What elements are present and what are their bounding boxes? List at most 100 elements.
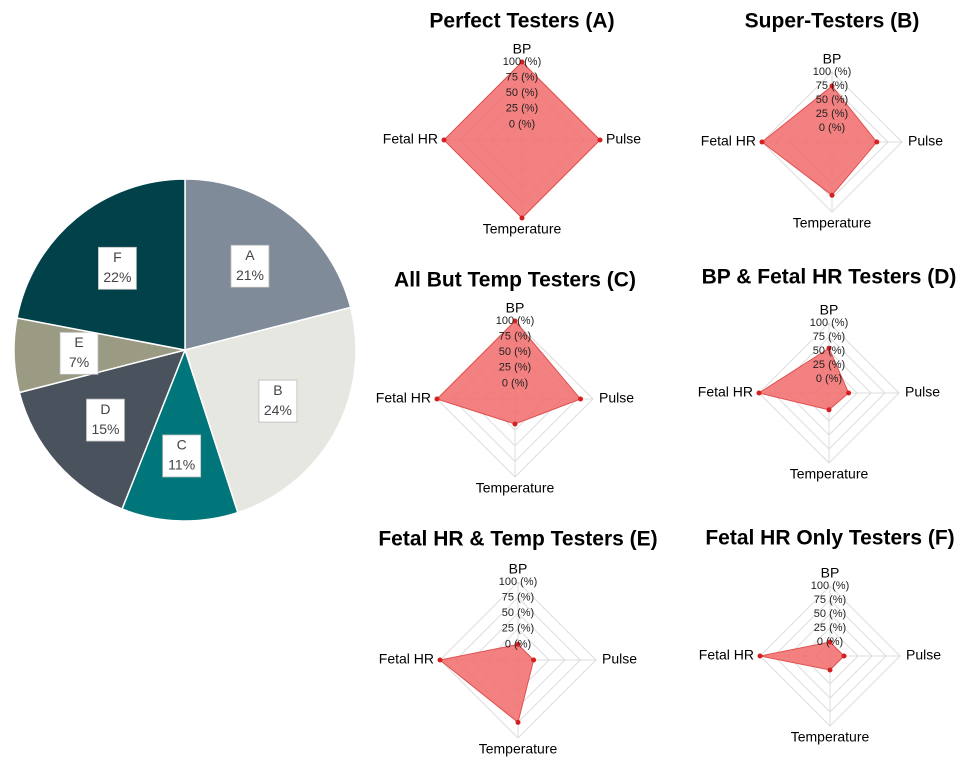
slice-category: C (177, 437, 187, 453)
radar-area (438, 643, 535, 724)
slice-category: D (100, 401, 110, 417)
chart-title: Fetal HR & Temp Testers (E) (378, 528, 657, 551)
tick-label: 100 (%) (503, 56, 542, 68)
tick-label: 0 (%) (502, 377, 528, 389)
axis-label: Pulse (606, 131, 641, 147)
tick-label: 75 (%) (502, 592, 534, 604)
tick-label: 25 (%) (499, 362, 531, 374)
axis-label: Temperature (476, 480, 555, 496)
tick-label: 0 (%) (817, 636, 843, 648)
radar-point (519, 215, 525, 221)
tick-label: 25 (%) (813, 359, 845, 371)
axis-label: Temperature (483, 221, 562, 237)
radar-point (826, 407, 832, 413)
slice-label: 22% (103, 269, 131, 285)
slice-label: 7% (69, 354, 89, 370)
tick-label: 100 (%) (813, 66, 852, 78)
radar-point (515, 719, 521, 725)
tick-label: 100 (%) (810, 317, 849, 329)
tick-label: 50 (%) (813, 345, 845, 357)
slice-category: A (245, 247, 255, 263)
tick-label: 50 (%) (814, 608, 846, 620)
radar-point (829, 83, 835, 89)
axis-label: BP (513, 41, 532, 57)
radar-point (827, 667, 833, 673)
axis-label: Fetal HR (701, 133, 756, 149)
axis-label: Fetal HR (699, 647, 754, 663)
slice-category: E (74, 334, 83, 350)
label-box (258, 379, 298, 423)
chart-title: Perfect Testers (A) (429, 10, 614, 33)
axis-label: BP (820, 302, 839, 318)
tick-label: 100 (%) (496, 315, 535, 327)
tick-label: 0 (%) (819, 122, 845, 134)
axis-label: Temperature (793, 215, 872, 231)
chart-title: Fetal HR Only Testers (F) (705, 527, 954, 550)
radar-point (829, 192, 835, 198)
chart-title: All But Temp Testers (C) (394, 269, 636, 292)
chart-title: BP & Fetal HR Testers (D) (702, 266, 957, 289)
radar-point (846, 390, 852, 396)
label-box (230, 244, 270, 288)
radar-point (512, 421, 518, 427)
axis-label: Pulse (905, 384, 940, 400)
radar-point (841, 653, 847, 659)
radar-point (827, 639, 833, 645)
tick-label: 25 (%) (506, 103, 538, 115)
radar-point (531, 657, 537, 663)
tick-label: 75 (%) (499, 331, 531, 343)
slice-label: 24% (264, 402, 292, 418)
tick-label: 0 (%) (505, 638, 531, 650)
label-box (162, 434, 202, 478)
tick-label: 25 (%) (816, 108, 848, 120)
tick-label: 75 (%) (814, 594, 846, 606)
axis-label: Temperature (791, 729, 870, 745)
axis-label: Fetal HR (376, 390, 431, 406)
axis-label: BP (823, 51, 842, 67)
tick-label: 75 (%) (816, 80, 848, 92)
tick-label: 25 (%) (502, 623, 534, 635)
axis-label: Fetal HR (383, 131, 438, 147)
slice-label: 11% (168, 457, 195, 473)
radar-point (874, 139, 880, 145)
tick-label: 50 (%) (502, 607, 534, 619)
radar-area (443, 61, 601, 219)
axis-label: Pulse (906, 647, 941, 663)
axis-label: Temperature (790, 466, 869, 482)
label-box (59, 331, 99, 375)
tick-label: 0 (%) (816, 373, 842, 385)
axis-label: Pulse (599, 390, 634, 406)
radar-point (441, 137, 447, 143)
axis-label: BP (509, 561, 528, 577)
radar-point (437, 657, 443, 663)
slice-category: F (113, 249, 122, 265)
radar-point (578, 396, 584, 402)
chart-title: Super-Testers (B) (745, 10, 920, 33)
tick-label: 50 (%) (506, 87, 538, 99)
radar-point (756, 390, 762, 396)
radar-point (515, 641, 521, 647)
axis-label: Fetal HR (698, 384, 753, 400)
slice-category: B (273, 382, 282, 398)
radar-point (434, 396, 440, 402)
radar-point (759, 139, 765, 145)
label-box (98, 246, 137, 290)
axis-label: BP (821, 565, 840, 581)
tick-label: 50 (%) (816, 94, 848, 106)
axis-label: Pulse (908, 133, 943, 149)
radar-point (597, 137, 603, 143)
axis-label: Pulse (602, 651, 637, 667)
radar-point (512, 318, 518, 324)
tick-label: 100 (%) (811, 580, 850, 592)
tick-label: 75 (%) (813, 331, 845, 343)
tick-label: 50 (%) (499, 346, 531, 358)
radar-point (519, 59, 525, 65)
radar-point (757, 653, 763, 659)
tick-label: 0 (%) (509, 118, 535, 130)
tick-label: 75 (%) (506, 72, 538, 84)
axis-label: Fetal HR (379, 651, 434, 667)
axis-label: BP (506, 300, 525, 316)
tick-label: 100 (%) (499, 576, 538, 588)
label-box (86, 398, 125, 442)
